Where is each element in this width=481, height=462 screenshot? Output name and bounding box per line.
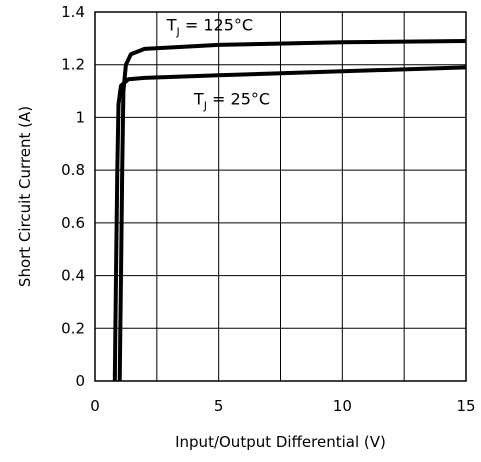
y-tick-label: 0.4 bbox=[61, 267, 85, 285]
y-tick-label: 1.4 bbox=[61, 3, 85, 21]
y-tick-label: 0.2 bbox=[61, 319, 85, 337]
x-tick-label: 0 bbox=[90, 397, 100, 415]
x-axis-label: Input/Output Differential (V) bbox=[175, 433, 386, 451]
series-line-1 bbox=[112, 65, 467, 382]
y-tick-label: 1 bbox=[75, 108, 85, 126]
y-tick-label: 0.8 bbox=[61, 161, 85, 179]
x-tick-label: 10 bbox=[333, 397, 352, 415]
curve-annotations: TJ = 125°C TJ = 25°C bbox=[166, 15, 270, 112]
tick-labels: 0 5 10 15 0 0.2 0.4 0.6 0.8 1 1.2 1.4 bbox=[61, 3, 475, 415]
series-line-0 bbox=[117, 39, 467, 382]
y-tick-label: 0 bbox=[75, 372, 85, 390]
curves bbox=[112, 39, 467, 382]
plot-frame bbox=[94, 11, 467, 382]
y-tick-label: 1.2 bbox=[61, 56, 85, 74]
x-tick-label: 15 bbox=[456, 397, 475, 415]
y-axis-label: Short Circuit Current (A) bbox=[16, 106, 34, 287]
y-tick-label: 0.6 bbox=[61, 214, 85, 232]
x-tick-label: 5 bbox=[214, 397, 224, 415]
curve-annotation-0: TJ = 125°C bbox=[166, 15, 253, 38]
curve-annotation-1: TJ = 25°C bbox=[193, 89, 270, 112]
